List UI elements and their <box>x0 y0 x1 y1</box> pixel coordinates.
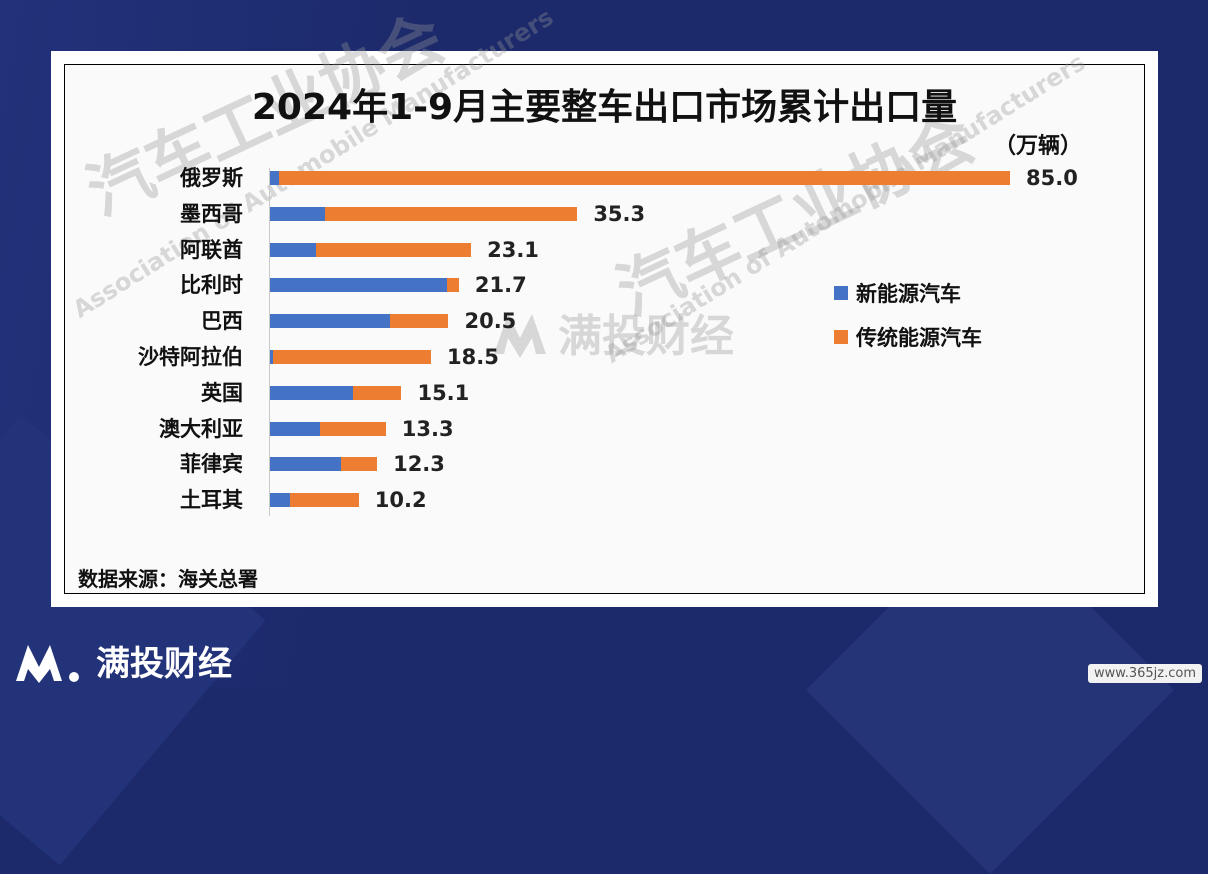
category-label: 土耳其 <box>180 488 243 513</box>
category-label: 英国 <box>201 380 243 405</box>
legend: 新能源汽车 传统能源汽车 <box>834 278 982 366</box>
category-label: 俄罗斯 <box>180 166 243 190</box>
site-watermark: www.365jz.com <box>1088 664 1202 683</box>
bar-segment-new-energy <box>270 206 325 221</box>
data-label-total: 23.1 <box>487 237 539 262</box>
category-label: 阿联酋 <box>180 237 243 262</box>
brand-logo-icon <box>16 644 79 683</box>
bar-segment-traditional <box>390 314 449 329</box>
bar-segment-traditional <box>341 457 378 472</box>
data-label-total: 15.1 <box>417 380 470 405</box>
category-label: 墨西哥 <box>180 201 243 226</box>
legend-swatch <box>834 330 848 344</box>
legend-item-new-energy: 新能源汽车 <box>834 278 982 308</box>
legend-label: 传统能源汽车 <box>856 326 982 350</box>
bar-segment-traditional <box>290 493 359 508</box>
legend-swatch <box>834 286 848 300</box>
data-label-total: 20.5 <box>464 309 517 334</box>
brand-logo-icon <box>494 314 546 358</box>
bar-segment-new-energy <box>270 242 317 257</box>
bar-segment-new-energy <box>270 278 447 293</box>
bar-segment-new-energy <box>270 493 291 508</box>
bar-segment-traditional <box>316 242 472 257</box>
data-label-total: 21.7 <box>474 273 527 298</box>
category-label: 菲律宾 <box>180 452 243 477</box>
bar-segment-new-energy <box>270 421 320 436</box>
data-label-total: 35.3 <box>593 201 646 226</box>
watermark-brand: 满投财经 <box>490 300 734 364</box>
unit-label: （万辆） <box>993 134 1082 159</box>
chart-title: 2024年1-9月主要整车出口市场累计出口量 <box>251 87 958 128</box>
data-label-total: 12.3 <box>393 452 445 477</box>
bar-segment-new-energy <box>270 457 342 472</box>
bar-segment-traditional <box>278 171 1010 185</box>
category-axis <box>269 168 270 516</box>
bar-segment-traditional <box>319 421 386 436</box>
legend-label: 新能源汽车 <box>856 282 961 306</box>
bar-segment-traditional <box>446 278 459 293</box>
data-label-total: 10.2 <box>374 488 427 513</box>
category-label: 沙特阿拉伯 <box>138 345 243 369</box>
data-source: 数据来源：海关总署 <box>78 567 258 591</box>
data-label-total: 18.5 <box>447 345 499 369</box>
bar-segment-new-energy <box>270 314 391 329</box>
category-label: 巴西 <box>201 309 243 334</box>
legend-item-traditional: 传统能源汽车 <box>834 322 982 352</box>
bar-segment-traditional <box>352 385 402 400</box>
category-label: 比利时 <box>180 273 243 298</box>
footer-brand: 满投财经 <box>14 636 232 685</box>
footer-brand-text: 满投财经 <box>96 644 232 684</box>
bar-segment-new-energy <box>270 350 273 364</box>
category-label: 澳大利亚 <box>159 416 243 441</box>
data-label-total: 85.0 <box>1026 166 1078 190</box>
watermark-brand-text: 满投财经 <box>558 311 734 362</box>
data-label-total: 13.3 <box>401 416 454 441</box>
bar-segment-traditional <box>324 206 578 221</box>
bar-segment-new-energy <box>270 385 353 400</box>
chart-frame <box>64 64 1145 594</box>
bar-segment-traditional <box>272 350 432 364</box>
bar-segment-new-energy <box>270 171 279 185</box>
